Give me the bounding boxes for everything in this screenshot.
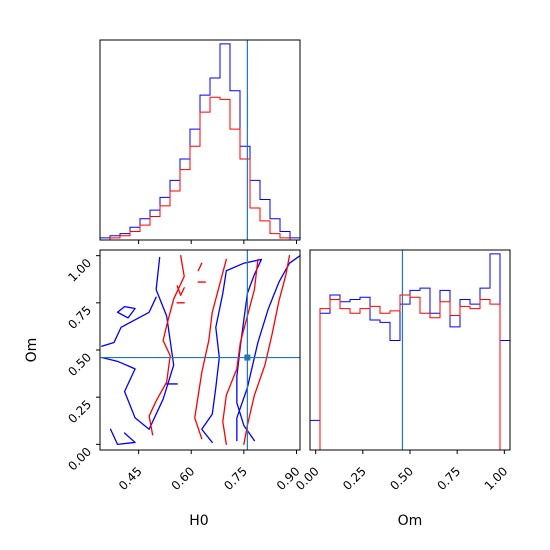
om-y-tick-label-4: 1.00: [65, 256, 94, 285]
x-axis-label-h0: H0: [189, 513, 208, 529]
contour-frame: [99, 249, 301, 451]
contour-blue-3: [109, 428, 136, 445]
om-hist-x-tick-label-2: 0.50: [387, 464, 416, 493]
contour-blue-4: [201, 258, 263, 444]
h0-x-tick-label-0: 0.45: [116, 464, 145, 493]
om-histogram-panel: 0.00 0.25 0.50 0.75 1.00: [293, 249, 511, 493]
contour-blue-2: [116, 305, 136, 319]
truth-marker: [244, 354, 251, 361]
om-hist-x-tick-label-4: 1.00: [482, 464, 511, 493]
h0-histogram-frame: [99, 39, 301, 241]
om-histogram-blue: [309, 253, 511, 450]
om-histogram-red: [310, 294, 510, 451]
contour-red-3: [243, 255, 291, 445]
contour-red-4: [197, 262, 203, 272]
h0-x-tick-label-2: 0.75: [221, 464, 250, 493]
x-axis-label-om: Om: [398, 513, 423, 529]
om-hist-x-tick-label-0: 0.00: [293, 464, 322, 493]
h0-x-tick-label-1: 0.60: [169, 464, 198, 493]
om-y-tick-label-3: 0.75: [65, 303, 94, 332]
om-y-tick-label-1: 0.25: [65, 397, 94, 426]
contour-red-1: [194, 258, 227, 440]
om-y-tick-label-0: 0.00: [65, 445, 94, 474]
om-hist-x-tick-label-3: 0.75: [434, 464, 463, 493]
contour-red-2: [222, 258, 259, 445]
contour-red-6: [176, 285, 185, 296]
om-hist-x-tick-label-1: 0.25: [340, 464, 369, 493]
contour-blue-1: [101, 296, 157, 347]
h0-histogram-panel: [99, 39, 301, 244]
om-histogram-frame: [309, 249, 511, 451]
h0-om-contour-panel: 0.45 0.60 0.75 0.900.000.250.500.751.00: [65, 249, 303, 493]
h0-histogram-red: [100, 96, 300, 241]
y-axis-label-om: Om: [24, 338, 40, 363]
contour-red-0: [148, 255, 185, 436]
contour-blue-0: [101, 256, 175, 430]
om-y-tick-label-2: 0.50: [65, 350, 94, 379]
